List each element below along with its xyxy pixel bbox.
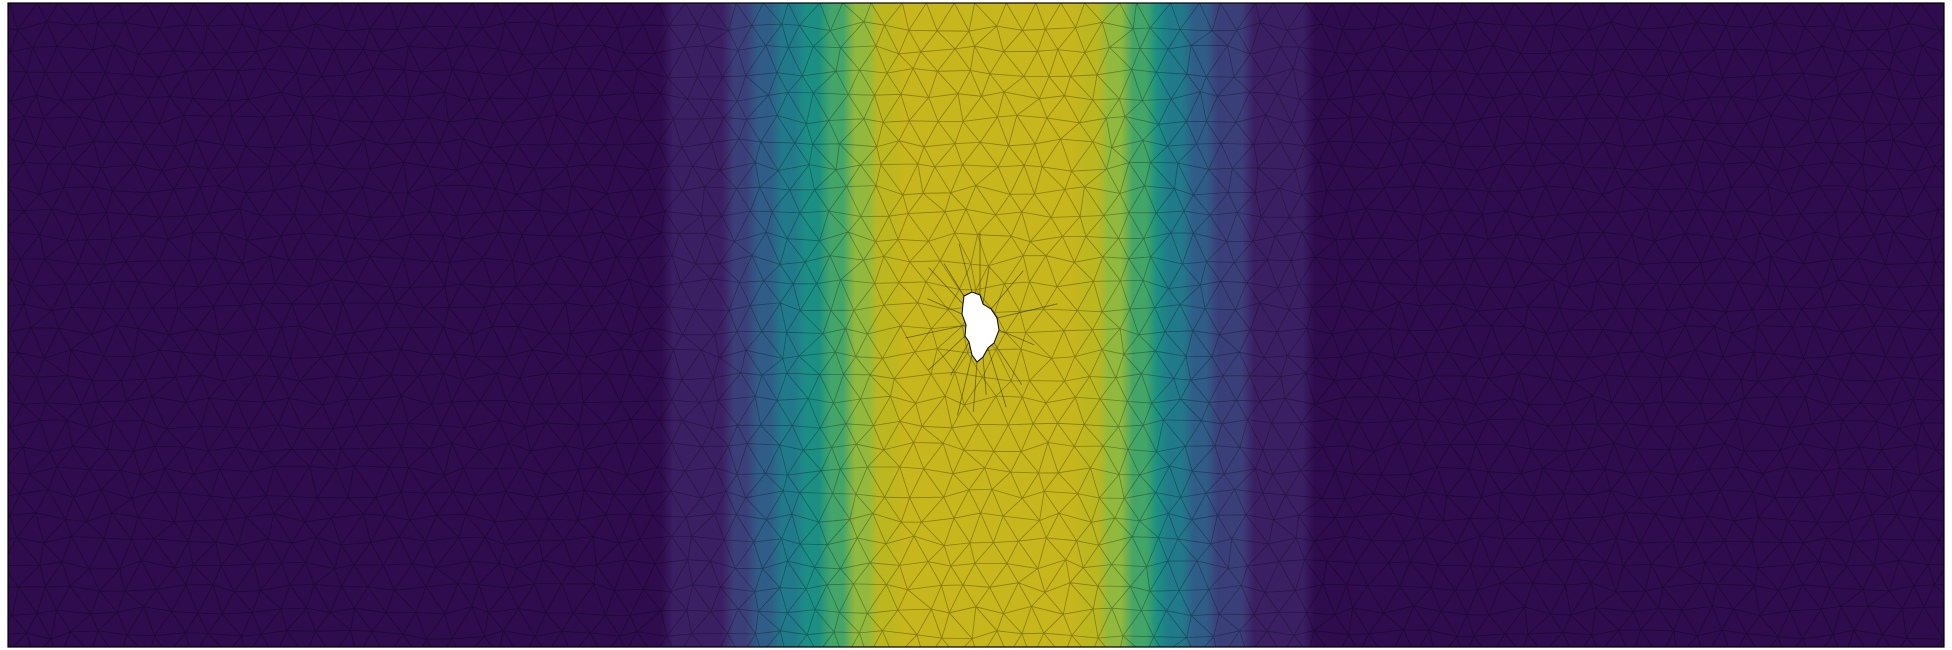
domain-boundary [7, 2, 1945, 648]
mesh-edges [8, 3, 1944, 647]
hole-cutout [961, 291, 1000, 363]
triangle-mesh [8, 3, 1944, 647]
hole-fan-edges [905, 233, 1058, 416]
